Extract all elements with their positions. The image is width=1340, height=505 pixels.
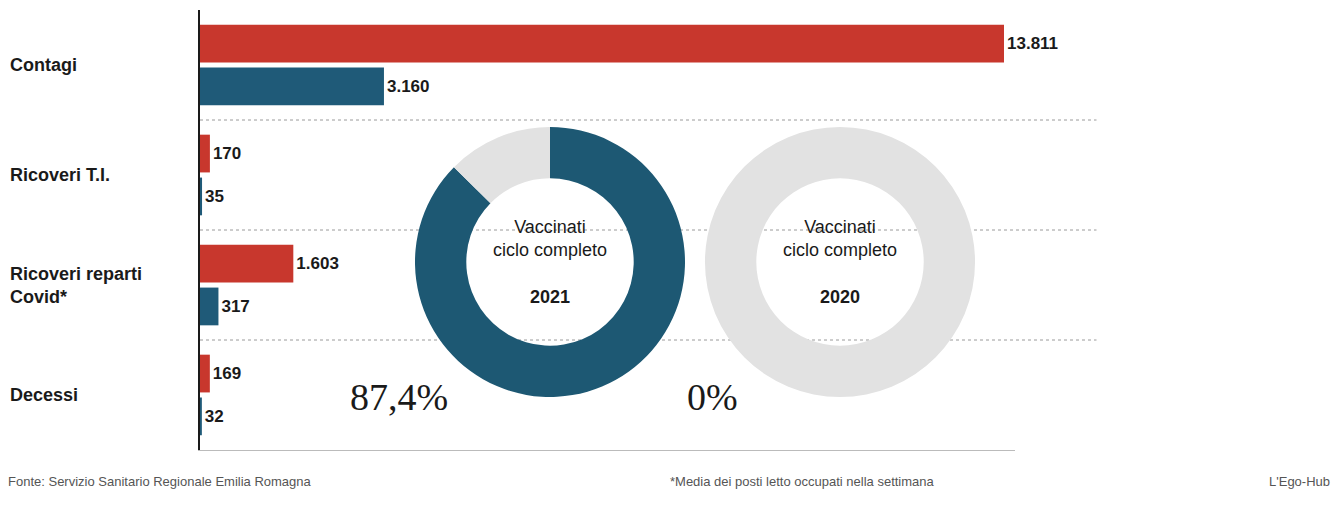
svg-text:3.160: 3.160 bbox=[387, 77, 430, 96]
svg-text:170: 170 bbox=[213, 144, 241, 163]
svg-text:Ricoveri T.I.: Ricoveri T.I. bbox=[10, 165, 110, 185]
svg-text:Vaccinaticiclo completo2020: Vaccinaticiclo completo2020 bbox=[783, 217, 897, 307]
svg-text:87,4%: 87,4% bbox=[350, 376, 448, 418]
svg-text:Vaccinaticiclo completo2021: Vaccinaticiclo completo2021 bbox=[493, 217, 607, 307]
svg-text:Decessi: Decessi bbox=[10, 385, 78, 405]
svg-text:13.811: 13.811 bbox=[1007, 34, 1058, 53]
svg-text:317: 317 bbox=[221, 297, 249, 316]
svg-text:*Media dei posti letto occupat: *Media dei posti letto occupati nella se… bbox=[670, 474, 935, 489]
svg-text:1.603: 1.603 bbox=[296, 254, 339, 273]
svg-text:32: 32 bbox=[205, 407, 224, 426]
svg-text:35: 35 bbox=[205, 187, 224, 206]
svg-text:L'Ego-Hub: L'Ego-Hub bbox=[1269, 474, 1330, 489]
svg-text:169: 169 bbox=[213, 364, 241, 383]
svg-text:Ricoveri repartiCovid*: Ricoveri repartiCovid* bbox=[10, 264, 142, 307]
svg-text:Fonte: Servizio Sanitario Regi: Fonte: Servizio Sanitario Regionale Emil… bbox=[8, 474, 312, 489]
svg-text:0%: 0% bbox=[687, 376, 738, 418]
svg-text:Contagi: Contagi bbox=[10, 55, 77, 75]
